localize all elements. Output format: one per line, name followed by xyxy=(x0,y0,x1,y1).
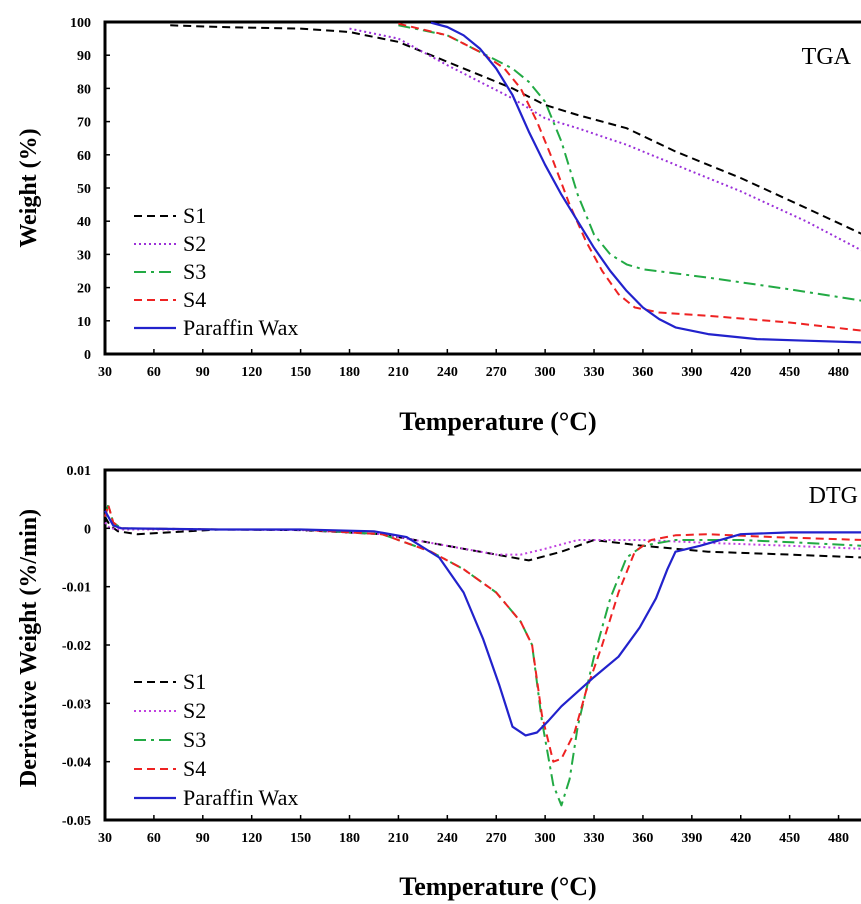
dtg-x-tick-label: 240 xyxy=(437,831,458,846)
tga-series-s2 xyxy=(349,27,861,252)
dtg-x-tick-label: 480 xyxy=(828,831,849,846)
tga-x-tick-label: 330 xyxy=(584,365,605,380)
dtg-x-axis-label: Temperature (°C) xyxy=(399,872,596,901)
tga-y-tick-label: 70 xyxy=(77,116,91,131)
tga-y-tick-label: 30 xyxy=(77,248,91,263)
dtg-y-tick-label: -0.05 xyxy=(62,814,91,829)
tga-panel: 30 60 90 120 150 180 210 240 270 300 330 360 390 420 4… xyxy=(16,16,861,436)
tga-x-tick-label: 30 xyxy=(98,365,112,380)
dtg-legend-label-s1: S1 xyxy=(183,669,206,694)
dtg-y-tick-label: -0.01 xyxy=(62,581,91,596)
tga-x-tick-label: 270 xyxy=(486,365,507,380)
tga-x-tick-label: 180 xyxy=(339,365,360,380)
tga-legend-label-s2: S2 xyxy=(183,231,206,256)
dtg-series-paraffin-wax xyxy=(104,510,861,737)
dtg-x-tick-label: 120 xyxy=(241,831,262,846)
dtg-y-tick-label: 0.01 xyxy=(67,464,92,479)
tga-legend-label-s1: S1 xyxy=(183,203,206,228)
dtg-x-tick-label: 30 xyxy=(98,831,112,846)
tga-y-tick-label: 0 xyxy=(84,348,91,363)
dtg-y-tick-label: 0 xyxy=(84,522,91,537)
dtg-series-s4 xyxy=(104,504,861,763)
dtg-legend-label-paraffin-wax: Paraffin Wax xyxy=(183,785,298,810)
dtg-legend-label-s4: S4 xyxy=(183,756,206,781)
dtg-x-tick-label: 390 xyxy=(681,831,702,846)
dtg-x-tick-label: 420 xyxy=(730,831,751,846)
tga-y-tick-label: 10 xyxy=(77,315,91,330)
tga-legend-label-s4: S4 xyxy=(183,287,206,312)
tga-x-tick-label: 210 xyxy=(388,365,409,380)
tga-legend: S1 S2 S3 S4 Paraffin Wax xyxy=(134,203,298,340)
tga-legend-label-s3: S3 xyxy=(183,259,206,284)
dtg-ticks: 30 60 90 120 150 180 210 240 270 300 330 360 390 420 4… xyxy=(62,464,849,846)
dtg-series-s2 xyxy=(104,521,861,556)
tga-x-tick-label: 360 xyxy=(632,365,653,380)
dtg-x-tick-label: 330 xyxy=(584,831,605,846)
tga-x-tick-label: 390 xyxy=(681,365,702,380)
tga-legend-label-paraffin-wax: Paraffin Wax xyxy=(183,315,298,340)
tga-x-axis-label: Temperature (°C) xyxy=(399,407,596,436)
dtg-x-tick-label: 360 xyxy=(632,831,653,846)
tga-y-tick-label: 90 xyxy=(77,49,91,64)
tga-x-tick-label: 120 xyxy=(241,365,262,380)
tga-series-s3 xyxy=(398,24,861,302)
dtg-x-tick-label: 150 xyxy=(290,831,311,846)
tga-panel-label: TGA xyxy=(802,44,852,70)
dtg-x-tick-label: 210 xyxy=(388,831,409,846)
dtg-panel-label: DTG xyxy=(809,483,858,509)
tga-y-tick-label: 20 xyxy=(77,282,91,297)
dtg-y-tick-label: -0.03 xyxy=(62,697,91,712)
tga-x-tick-label: 450 xyxy=(779,365,800,380)
dtg-panel: 30 60 90 120 150 180 210 240 270 300 330 360 390 420 4… xyxy=(16,464,861,901)
dtg-plot-frame xyxy=(103,468,861,822)
tga-series-paraffin-wax xyxy=(430,21,861,344)
dtg-x-tick-label: 60 xyxy=(147,831,161,846)
tga-x-tick-label: 300 xyxy=(535,365,556,380)
dtg-x-tick-label: 90 xyxy=(196,831,210,846)
dtg-y-tick-label: -0.02 xyxy=(62,639,91,654)
tga-x-tick-label: 240 xyxy=(437,365,458,380)
tga-y-tick-label: 40 xyxy=(77,215,91,230)
dtg-series-layer xyxy=(104,504,861,807)
tga-plot-frame xyxy=(103,20,861,356)
tga-x-tick-label: 480 xyxy=(828,365,849,380)
tga-x-tick-label: 90 xyxy=(196,365,210,380)
tga-y-tick-label: 60 xyxy=(77,149,91,164)
dtg-x-tick-label: 450 xyxy=(779,831,800,846)
dtg-y-tick-label: -0.04 xyxy=(62,756,91,771)
tga-y-axis-label: Weight (%) xyxy=(16,128,42,247)
dtg-legend-label-s3: S3 xyxy=(183,727,206,752)
dtg-series-s3 xyxy=(104,504,861,807)
tga-ticks: 30 60 90 120 150 180 210 240 270 300 330 360 390 420 4… xyxy=(70,16,849,380)
dtg-legend-label-s2: S2 xyxy=(183,698,206,723)
dtg-x-tick-label: 180 xyxy=(339,831,360,846)
tga-x-tick-label: 420 xyxy=(730,365,751,380)
tga-x-tick-label: 150 xyxy=(290,365,311,380)
dtg-y-axis-label: Derivative Weight (%/min) xyxy=(16,509,42,787)
dtg-x-tick-label: 270 xyxy=(486,831,507,846)
tga-series-s1 xyxy=(170,24,861,235)
tga-series-layer xyxy=(170,21,861,344)
tga-y-tick-label: 50 xyxy=(77,182,91,197)
dtg-x-tick-label: 300 xyxy=(535,831,556,846)
tga-y-tick-label: 80 xyxy=(77,82,91,97)
dtg-series-s1 xyxy=(104,516,861,562)
tga-y-tick-label: 100 xyxy=(70,16,91,31)
dtg-legend: S1 S2 S3 S4 Paraffin Wax xyxy=(134,669,298,810)
tga-x-tick-label: 60 xyxy=(147,365,161,380)
